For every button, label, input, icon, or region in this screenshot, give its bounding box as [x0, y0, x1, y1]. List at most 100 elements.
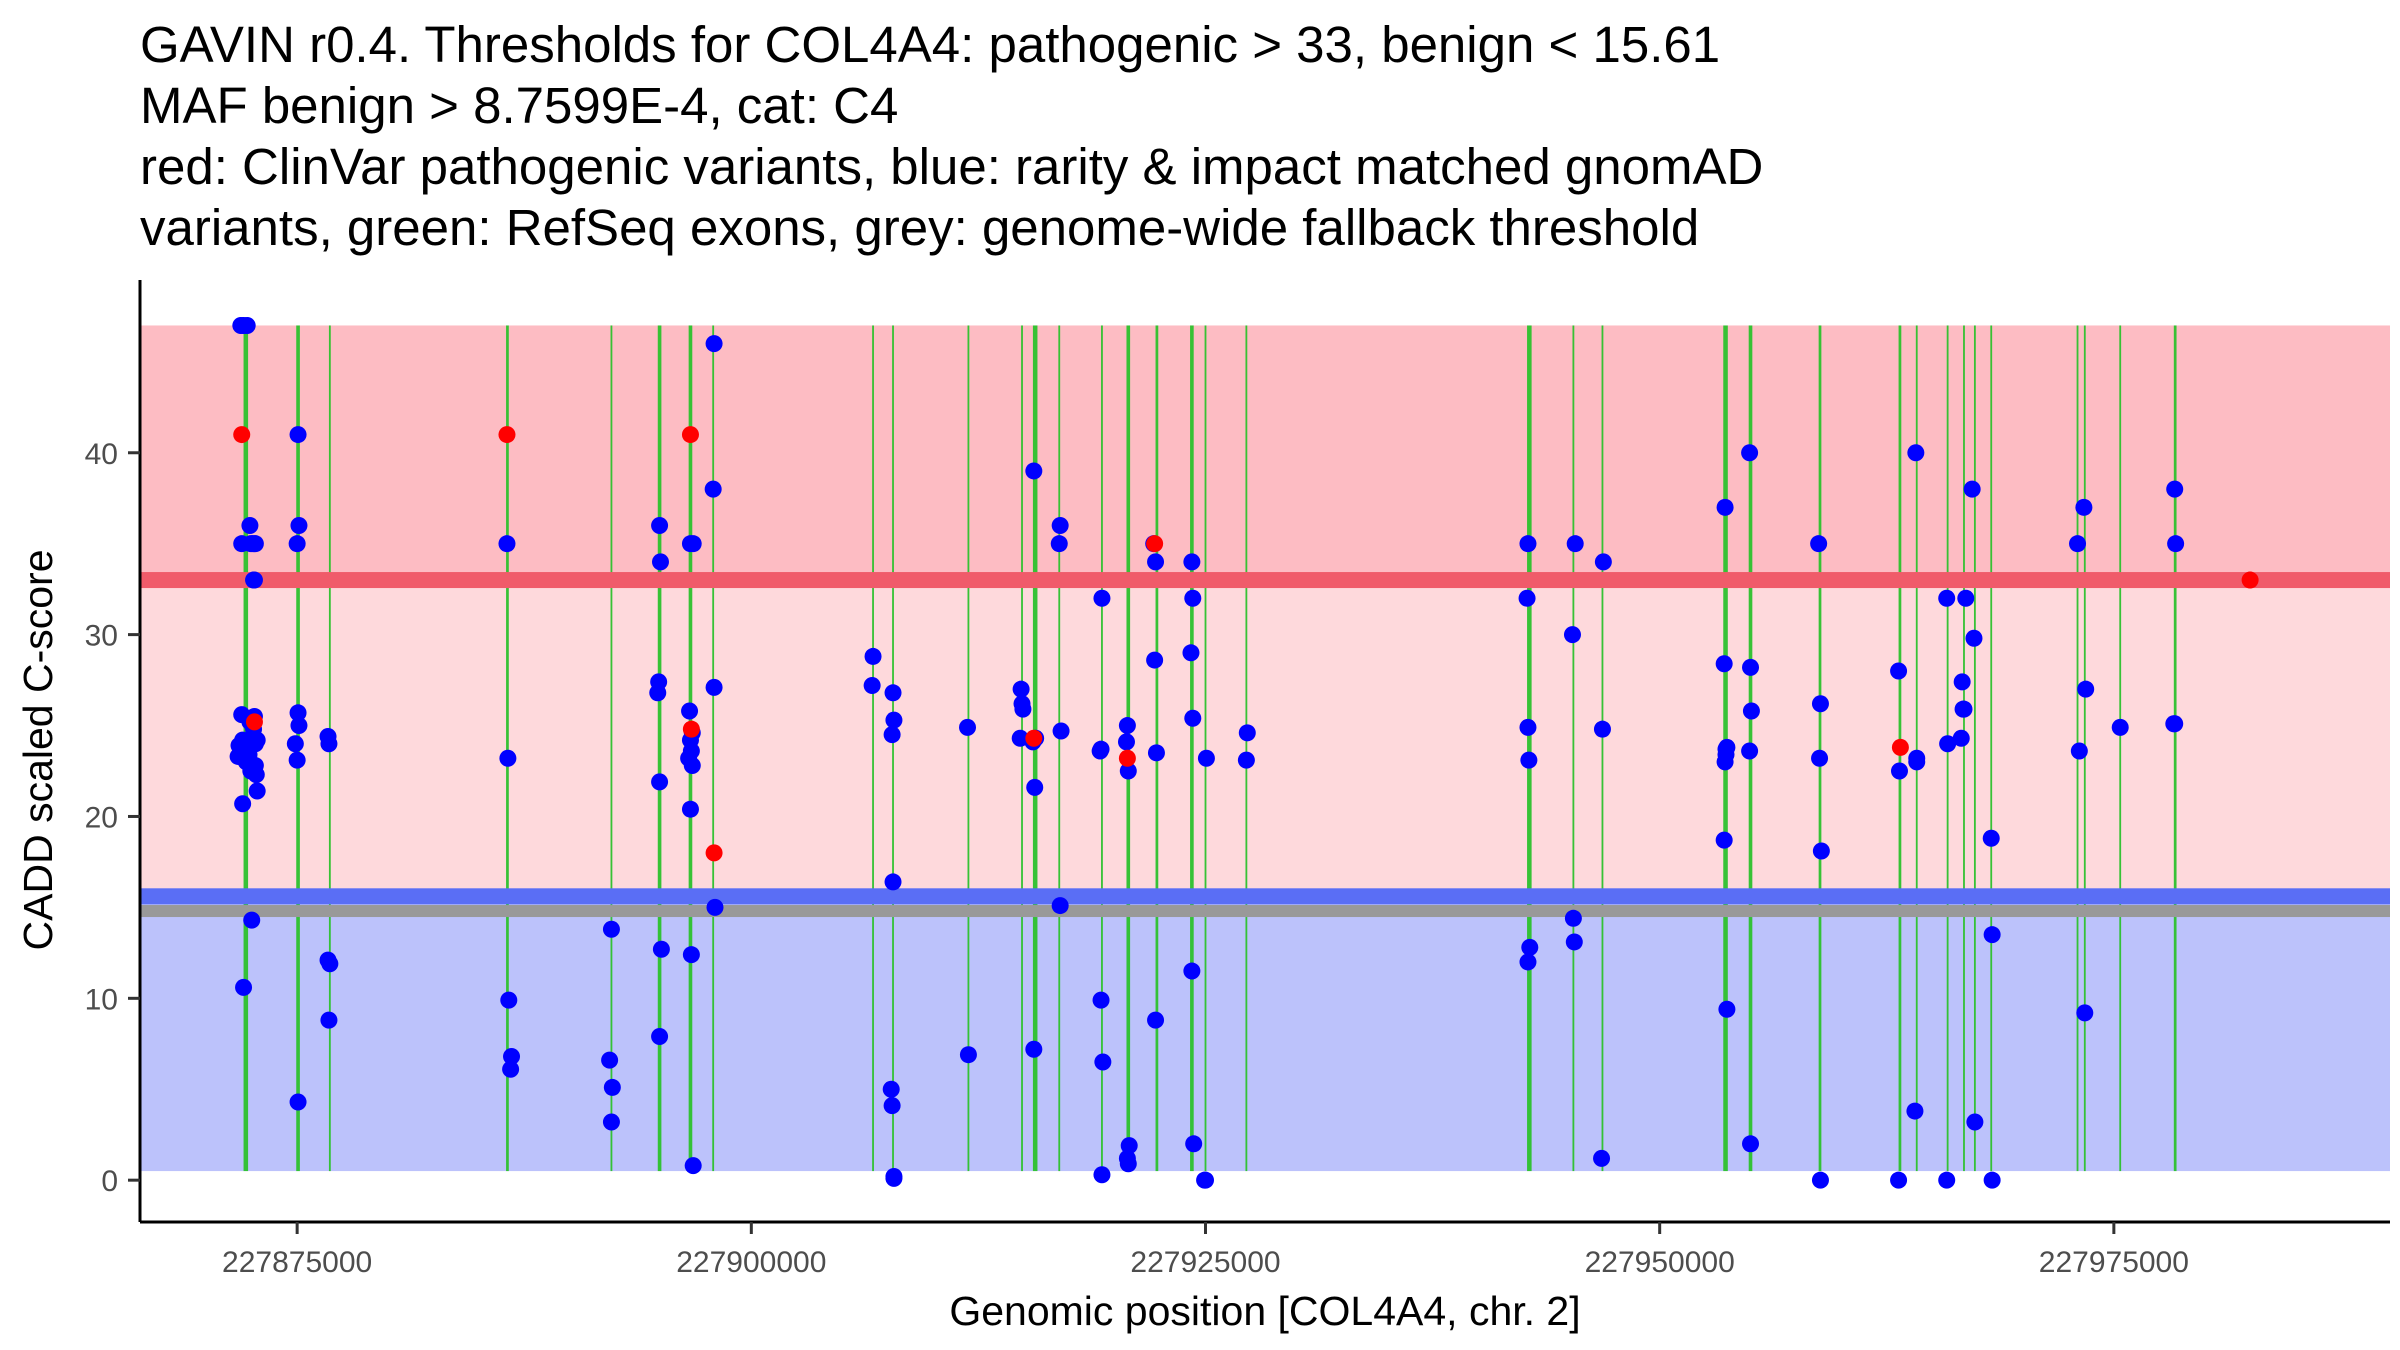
gnomad-point — [1520, 751, 1538, 769]
exon-band — [1021, 325, 1023, 1172]
gnomad-point — [238, 316, 256, 334]
exon-band — [967, 325, 970, 1172]
gnomad-point — [1147, 1011, 1165, 1029]
y-axis-ticks: 0 10 20 30 40 — [85, 438, 140, 1198]
exon-band — [872, 325, 874, 1172]
exon-band — [1204, 325, 1207, 1172]
gnomad-point — [1982, 829, 2000, 847]
gnomad-point — [245, 535, 263, 553]
gnomad-point — [1890, 1171, 1908, 1189]
x-tick-label: 227925000 — [1130, 1246, 1280, 1279]
gnomad-point — [1741, 742, 1759, 760]
fallback-threshold-line — [140, 905, 2390, 918]
gnomad-point — [2111, 718, 2129, 736]
gnomad-point — [651, 1028, 669, 1046]
gnomad-point — [1519, 953, 1537, 971]
gnomad-point — [1094, 1053, 1112, 1071]
axes — [138, 280, 2390, 1224]
threshold-regions — [140, 325, 2390, 1172]
gnomad-point — [321, 955, 339, 973]
clinvar-point — [681, 426, 699, 444]
gnomad-point — [1594, 553, 1612, 571]
gnomad-point — [290, 517, 308, 535]
gnomad-point — [1182, 644, 1200, 662]
y-tick-label: 30 — [85, 620, 118, 653]
x-axis-ticks: 227875000 227900000 227925000 227950000 2279… — [222, 1222, 2189, 1279]
gnomad-point — [602, 920, 620, 938]
gnomad-point — [1147, 553, 1165, 571]
gnomad-point — [1741, 444, 1759, 462]
clinvar-points — [233, 426, 2259, 862]
gnomad-point — [882, 1080, 900, 1098]
gnomad-point — [288, 535, 306, 553]
gnomad-point — [1118, 717, 1136, 735]
gnomad-point — [1518, 589, 1536, 607]
gnomad-point — [1906, 1102, 1924, 1120]
gnomad-point — [233, 535, 251, 553]
x-tick-label: 227875000 — [222, 1246, 372, 1279]
y-tick-label: 10 — [85, 983, 118, 1016]
gnomad-point — [1715, 655, 1733, 673]
gnomad-point — [1184, 589, 1202, 607]
exon-band — [1963, 325, 1965, 1172]
gnomad-point — [706, 898, 724, 916]
gnomad-point — [883, 1097, 901, 1115]
gnomad-point — [1119, 1155, 1137, 1173]
exon-band — [1973, 325, 1976, 1172]
gnomad-point — [320, 735, 338, 753]
gnomad-point — [234, 795, 252, 813]
gnomad-point — [681, 800, 699, 818]
exon-band — [1527, 325, 1532, 1172]
gnomad-point — [864, 647, 882, 665]
gnomad-point — [652, 940, 670, 958]
clinvar-point — [498, 426, 516, 444]
gnomad-point — [1938, 589, 1956, 607]
gnomad-point — [682, 946, 700, 964]
vus-region — [140, 580, 2390, 897]
exon-band — [1190, 325, 1194, 1172]
gnomad-point — [1716, 498, 1734, 516]
chart-title: GAVIN r0.4. Thresholds for COL4A4: patho… — [140, 14, 1763, 258]
gnomad-point — [1119, 762, 1137, 780]
gnomad-point — [500, 991, 518, 1009]
gnomad-point — [1051, 517, 1069, 535]
gnomad-point — [684, 1157, 702, 1175]
clinvar-point — [1118, 749, 1136, 767]
clinvar-point — [1146, 535, 1164, 553]
exon-band — [1058, 325, 1061, 1172]
gnomad-point — [884, 684, 902, 702]
gnomad-point — [1908, 749, 1926, 767]
y-tick-label: 0 — [101, 1165, 118, 1198]
gnomad-point — [2076, 1004, 2094, 1022]
y-tick-label: 20 — [85, 801, 118, 834]
clinvar-point — [1891, 738, 1909, 756]
gnomad-point — [1811, 695, 1829, 713]
pathogenic-region — [140, 325, 2390, 581]
gnomad-point — [1953, 673, 1971, 691]
gnomad-point — [1238, 724, 1256, 742]
gnomad-point — [883, 726, 901, 744]
gnomad-point — [1025, 1040, 1043, 1058]
gnomad-point — [1147, 744, 1165, 762]
gnomad-point — [1093, 589, 1111, 607]
gnomad-point — [1810, 535, 1828, 553]
exon-band — [506, 325, 509, 1172]
clinvar-point — [705, 844, 723, 862]
gnomad-point — [681, 702, 699, 720]
gnomad-point — [1593, 720, 1611, 738]
gnomad-point — [1966, 1113, 1984, 1131]
exon-band — [1245, 325, 1248, 1172]
gnomad-point — [1519, 535, 1537, 553]
gnomad-point — [1716, 753, 1734, 771]
gnomad-point — [1965, 629, 1983, 647]
gnomad-point — [651, 553, 669, 571]
gnomad-point — [1521, 938, 1539, 956]
gnomad-point — [1183, 962, 1201, 980]
exon-band — [610, 325, 613, 1172]
y-axis-title: CADD scaled C-score — [15, 550, 61, 951]
x-tick-label: 227900000 — [676, 1246, 826, 1279]
gnomad-point — [1742, 702, 1760, 720]
gnomad-point — [1183, 553, 1201, 571]
gnomad-point — [885, 1168, 903, 1186]
x-tick-label: 227950000 — [1585, 1246, 1735, 1279]
